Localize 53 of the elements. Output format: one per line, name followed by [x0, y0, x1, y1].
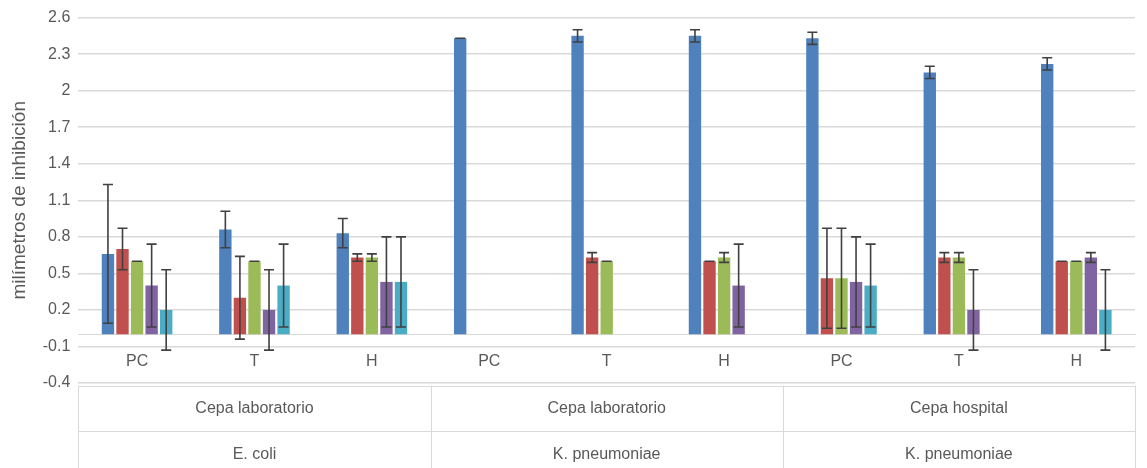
x-tick-label: T [954, 352, 964, 370]
y-tick-label: 1.4 [48, 154, 71, 172]
bar [967, 309, 980, 335]
bar [717, 257, 731, 335]
y-tick-label: 1.7 [48, 117, 71, 135]
bar [453, 38, 467, 335]
y-tick-label: 0.5 [48, 263, 71, 281]
y-tick-label: 0.8 [48, 227, 71, 245]
bar [1070, 261, 1083, 335]
x-tick-label: PC [125, 352, 149, 370]
x-tick-label: PC [478, 352, 501, 370]
bar [219, 229, 232, 335]
x-tick-label: T [601, 352, 612, 370]
bar [248, 261, 261, 335]
bar [703, 261, 716, 335]
bar [835, 278, 848, 335]
y-tick-label: 2.6 [48, 8, 71, 26]
text: Cepa hospital [909, 399, 1008, 417]
bar [806, 38, 819, 335]
bar [585, 257, 599, 335]
bar [923, 72, 936, 335]
y-axis-title: milímetros de inhibición [7, 101, 29, 300]
y-tick-label: 1.1 [48, 190, 71, 208]
bar [1040, 63, 1054, 335]
text: Cepa laboratorio [547, 399, 666, 417]
x-tick-label: H [718, 352, 730, 370]
y-tick-label: 0.2 [48, 300, 71, 318]
bar [1055, 261, 1068, 335]
text: K. pneumoniae [552, 445, 661, 463]
text: Cepa laboratorio [195, 399, 314, 417]
y-tick-label: 2.3 [48, 44, 71, 62]
y-tick-label: -0.4 [42, 373, 71, 391]
bar [130, 261, 144, 335]
bar [1084, 257, 1098, 335]
bar [380, 281, 393, 335]
bar [938, 257, 951, 335]
y-tick-label: 2 [61, 81, 71, 99]
bar [952, 257, 966, 335]
bar [336, 233, 349, 335]
text: E. coli [232, 445, 277, 463]
bar [1099, 309, 1112, 335]
x-tick-label: H [366, 352, 378, 370]
bar [365, 257, 379, 335]
bar [600, 261, 613, 335]
bar [116, 249, 129, 335]
bar [688, 35, 702, 335]
x-tick-label: PC [830, 352, 853, 370]
x-tick-label: H [1070, 352, 1083, 370]
y-tick-label: -0.1 [42, 336, 71, 354]
bar [351, 257, 364, 335]
text: K. pneumoniae [905, 445, 1013, 463]
bar [571, 35, 584, 335]
x-tick-label: T [249, 352, 260, 370]
